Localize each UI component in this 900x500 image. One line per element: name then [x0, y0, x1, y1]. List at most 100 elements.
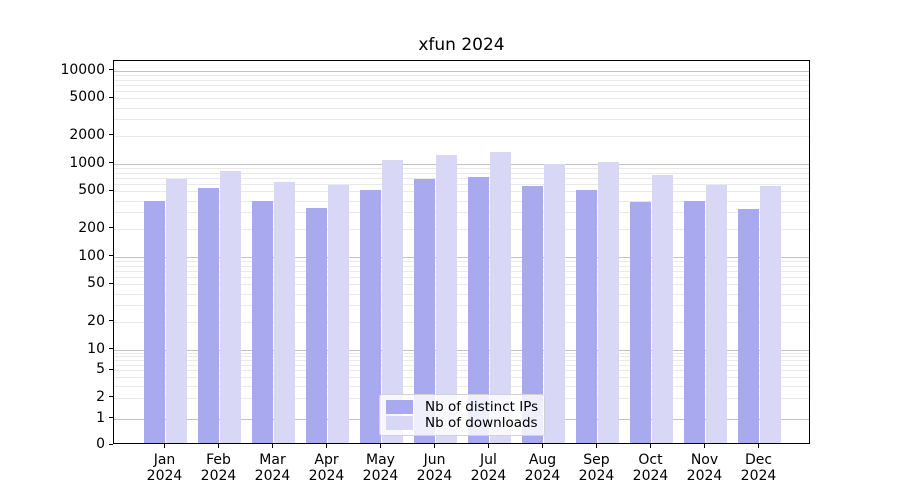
y-tick-label: 50: [87, 275, 105, 292]
gridline-minor: [114, 184, 809, 186]
gridline-minor: [114, 172, 809, 174]
gridline-minor: [114, 200, 809, 202]
y-tick-mark: [109, 348, 113, 350]
y-tick-mark: [109, 417, 113, 419]
gridline-minor: [114, 265, 809, 267]
y-tick-label: 10: [87, 340, 105, 357]
gridline-minor: [114, 305, 809, 307]
x-tick-label-year: 2024: [362, 468, 399, 484]
y-tick-mark: [109, 96, 113, 99]
bar-nb-of-downloads: [327, 184, 350, 443]
x-tick-label: Apr 2024: [297, 452, 357, 484]
x-tick-label-year: 2024: [578, 468, 615, 484]
x-tick-mark: [541, 444, 544, 448]
gridline-minor: [114, 191, 809, 193]
bar-nb-of-downloads: [219, 170, 242, 443]
x-tick-label-year: 2024: [632, 468, 669, 484]
bar-nb-of-distinct-ips: [467, 176, 490, 443]
bar-nb-of-downloads: [489, 151, 512, 443]
bar-nb-of-distinct-ips: [197, 188, 220, 443]
gridline-minor: [114, 260, 809, 262]
gridline-major: [114, 349, 809, 351]
x-tick-label: May 2024: [351, 452, 411, 484]
y-tick-label: 20: [87, 312, 105, 329]
x-tick-label-year: 2024: [200, 468, 237, 484]
y-tick-label: 0: [96, 436, 105, 452]
gridline-minor: [114, 119, 809, 121]
gridline-major: [114, 256, 809, 258]
legend-swatch-downloads: [386, 416, 413, 430]
bar-nb-of-downloads: [543, 164, 566, 443]
y-tick-mark: [109, 255, 113, 257]
plot-area: [113, 60, 810, 444]
gridline-minor: [114, 293, 809, 295]
gridline-minor: [114, 212, 809, 214]
x-tick-label: Aug 2024: [513, 452, 573, 484]
x-tick-label-year: 2024: [416, 468, 453, 484]
x-tick-label: Oct 2024: [621, 452, 681, 484]
x-tick-label: Feb 2024: [189, 452, 249, 484]
x-tick-label-year: 2024: [740, 468, 777, 484]
gridline-minor: [114, 107, 809, 109]
y-tick-mark: [109, 368, 113, 370]
legend-label-downloads: Nb of downloads: [425, 415, 538, 431]
bar-nb-of-downloads: [381, 160, 404, 443]
gridline-minor: [114, 74, 809, 76]
legend: Nb of distinct IPs Nb of downloads: [379, 394, 545, 436]
bar-nb-of-distinct-ips: [521, 186, 544, 443]
x-tick-label-year: 2024: [686, 468, 723, 484]
chart-title: xfun 2024: [418, 35, 505, 55]
gridline-major: [114, 163, 809, 165]
x-tick-label-year: 2024: [146, 468, 183, 484]
gridline-minor: [114, 284, 809, 286]
gridline-minor: [114, 376, 809, 378]
bar-nb-of-downloads: [759, 186, 782, 443]
bar-nb-of-downloads: [597, 162, 620, 443]
y-tick-mark: [109, 134, 113, 136]
x-tick-mark: [217, 444, 220, 448]
bar-nb-of-downloads: [165, 178, 188, 443]
legend-swatch-distinct-ips: [386, 400, 413, 414]
gridline-minor: [114, 270, 809, 272]
bar-nb-of-distinct-ips: [143, 200, 166, 443]
legend-row-distinct-ips: Nb of distinct IPs: [386, 399, 538, 415]
x-tick-label: Dec 2024: [729, 452, 789, 484]
x-tick-label: Jun 2024: [405, 452, 465, 484]
x-tick-label: Jul 2024: [459, 452, 519, 484]
x-tick-mark: [703, 444, 706, 448]
x-tick-mark: [649, 444, 652, 448]
bar-nb-of-distinct-ips: [683, 200, 706, 443]
y-tick-label: 5: [96, 361, 105, 378]
legend-row-downloads: Nb of downloads: [386, 415, 538, 431]
gridline-minor: [114, 167, 809, 169]
x-tick-mark: [757, 444, 760, 448]
bar-nb-of-downloads: [273, 181, 296, 443]
x-tick-mark: [433, 444, 436, 448]
x-tick-label: Mar 2024: [243, 452, 303, 484]
y-tick-label: 2: [96, 388, 105, 405]
bar-nb-of-distinct-ips: [251, 200, 274, 443]
y-tick-mark: [109, 69, 113, 71]
bar-nb-of-downloads: [705, 184, 728, 443]
gridline-major: [114, 70, 809, 72]
gridline-minor: [114, 79, 809, 81]
bar-nb-of-distinct-ips: [737, 209, 760, 443]
y-tick-label: 10000: [60, 61, 105, 78]
x-tick-mark: [325, 444, 328, 448]
x-tick-mark: [379, 444, 382, 448]
y-tick-mark: [109, 162, 113, 164]
gridline-minor: [114, 277, 809, 279]
y-tick-label: 1: [96, 409, 105, 426]
x-tick-mark: [271, 444, 274, 448]
y-tick-label: 1000: [69, 154, 105, 171]
x-tick-label-year: 2024: [254, 468, 291, 484]
gridline-minor: [114, 321, 809, 323]
y-tick-mark: [109, 282, 113, 285]
y-tick-mark: [109, 443, 113, 445]
gridline-minor: [114, 91, 809, 93]
gridline-minor: [114, 135, 809, 137]
x-tick-mark: [163, 444, 166, 448]
gridline-minor: [114, 228, 809, 230]
bar-nb-of-distinct-ips: [575, 189, 598, 443]
